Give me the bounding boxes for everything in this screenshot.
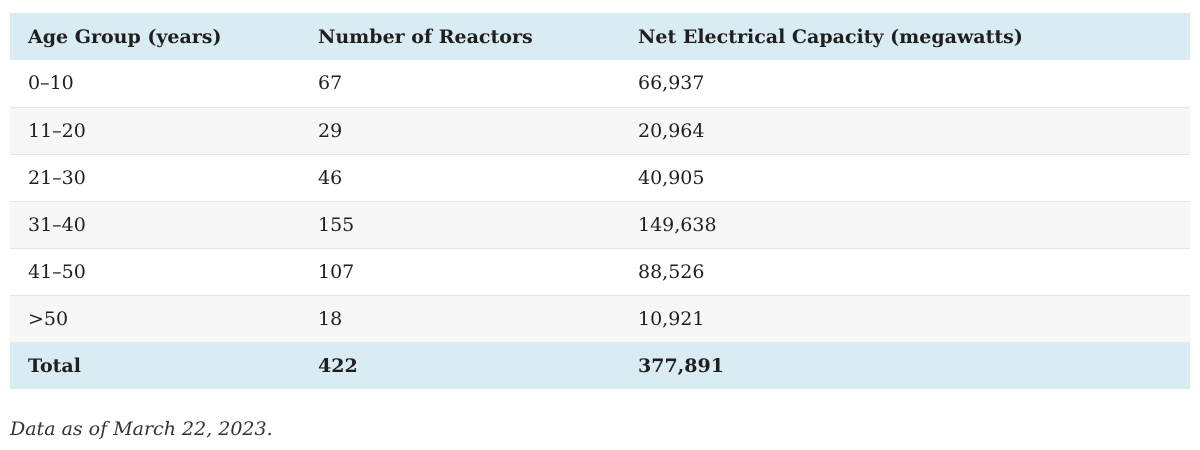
- header-number-of-reactors: Number of Reactors: [318, 25, 533, 48]
- table-footer: Total 422 377,891: [10, 342, 1190, 389]
- table-row: >50 18 10,921: [10, 295, 1190, 342]
- table-row: 41–50 107 88,526: [10, 248, 1190, 295]
- cell-number-of-reactors: 67: [318, 72, 343, 95]
- cell-age-group: 21–30: [28, 166, 86, 189]
- cell-net-capacity: 66,937: [638, 72, 705, 95]
- cell-age-group: 41–50: [28, 260, 86, 283]
- data-date-note: Data as of March 22, 2023.: [10, 418, 273, 440]
- table-row: 21–30 46 40,905: [10, 154, 1190, 201]
- cell-age-group: 0–10: [28, 72, 74, 95]
- total-label: Total: [28, 354, 81, 377]
- header-row: Age Group (years) Number of Reactors Net…: [10, 13, 1190, 60]
- cell-age-group: >50: [28, 307, 69, 330]
- cell-net-capacity: 88,526: [638, 260, 705, 283]
- header-net-capacity: Net Electrical Capacity (megawatts): [638, 25, 1023, 48]
- table-row: 11–20 29 20,964: [10, 107, 1190, 154]
- cell-number-of-reactors: 29: [318, 119, 343, 142]
- cell-number-of-reactors: 155: [318, 213, 355, 236]
- cell-age-group: 11–20: [28, 119, 86, 142]
- total-row: Total 422 377,891: [10, 342, 1190, 389]
- cell-number-of-reactors: 18: [318, 307, 343, 330]
- cell-net-capacity: 10,921: [638, 307, 705, 330]
- table-header: Age Group (years) Number of Reactors Net…: [10, 13, 1190, 60]
- reactor-age-table-container: Age Group (years) Number of Reactors Net…: [10, 13, 1190, 389]
- cell-net-capacity: 40,905: [638, 166, 705, 189]
- table-body: 0–10 67 66,937 11–20 29 20,964 21–30 46 …: [10, 60, 1190, 342]
- total-net-capacity: 377,891: [638, 354, 724, 377]
- table-row: 31–40 155 149,638: [10, 201, 1190, 248]
- reactor-age-table: Age Group (years) Number of Reactors Net…: [10, 13, 1190, 389]
- cell-net-capacity: 149,638: [638, 213, 717, 236]
- cell-net-capacity: 20,964: [638, 119, 705, 142]
- header-age-group: Age Group (years): [28, 25, 222, 48]
- cell-age-group: 31–40: [28, 213, 86, 236]
- table-row: 0–10 67 66,937: [10, 60, 1190, 107]
- cell-number-of-reactors: 107: [318, 260, 355, 283]
- cell-number-of-reactors: 46: [318, 166, 343, 189]
- total-number-of-reactors: 422: [318, 354, 358, 377]
